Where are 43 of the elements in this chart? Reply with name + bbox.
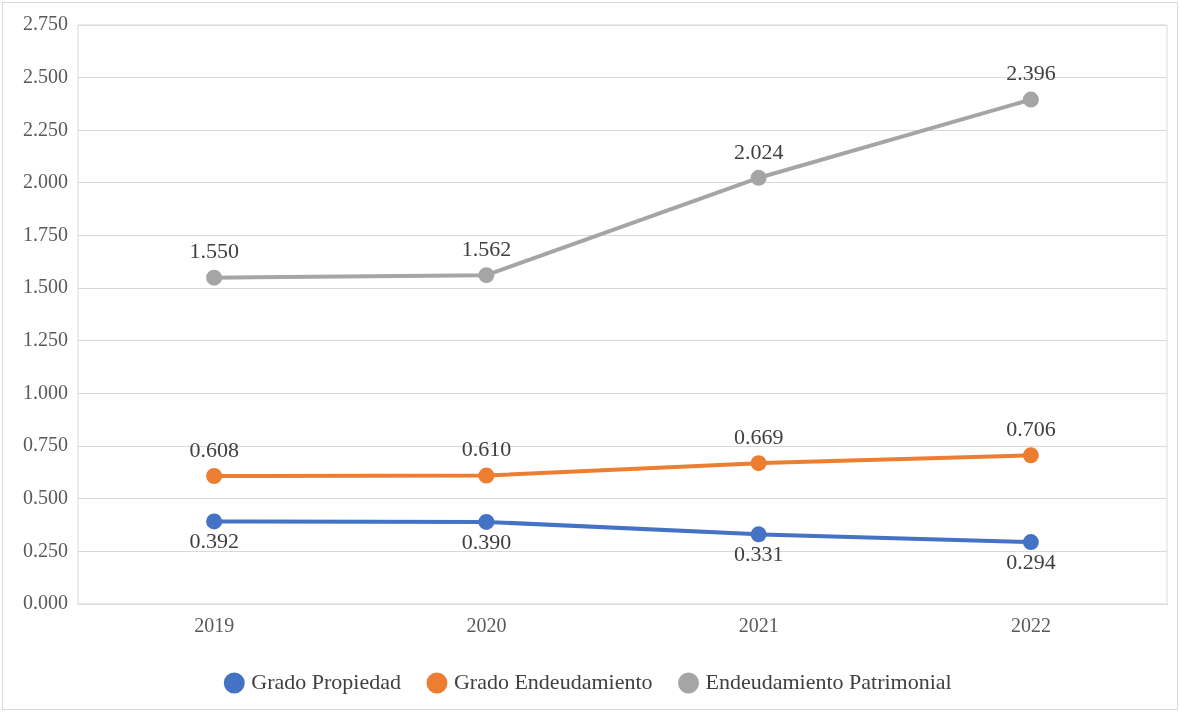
data-label: 1.550 — [189, 238, 239, 264]
data-label: 0.610 — [461, 436, 512, 462]
legend-label: Endeudamiento Patrimonial — [705, 668, 952, 694]
y-tick-label: 1.750 — [23, 222, 68, 245]
y-tick-label: 0.500 — [23, 485, 68, 508]
data-label: 0.294 — [1006, 548, 1056, 574]
point — [206, 269, 223, 286]
data-label: 2.024 — [733, 138, 784, 164]
point — [1022, 91, 1039, 108]
data-label: 0.608 — [189, 436, 239, 462]
x-tick-label: 2020 — [466, 614, 507, 637]
point — [750, 526, 767, 543]
y-tick-label: 1.250 — [23, 328, 68, 351]
point — [478, 513, 495, 530]
y-tick-label: 2.250 — [23, 117, 68, 140]
y-tick-label: 2.000 — [23, 170, 68, 193]
point — [750, 455, 767, 472]
y-tick-label: 2.500 — [23, 64, 68, 87]
data-label: 0.706 — [1006, 416, 1056, 442]
data-label: 2.396 — [1006, 60, 1056, 86]
point — [1022, 534, 1039, 551]
point — [750, 169, 767, 186]
y-tick-label: 0.000 — [23, 591, 68, 614]
data-label: 1.562 — [461, 235, 512, 261]
point — [206, 467, 223, 484]
data-label: 0.669 — [733, 423, 784, 449]
data-label: 0.390 — [461, 528, 512, 554]
y-tick-label: 1.000 — [23, 380, 68, 403]
point — [1022, 447, 1039, 464]
y-tick-label: 2.750 — [23, 12, 68, 35]
x-tick-label: 2021 — [738, 614, 779, 637]
point — [478, 267, 495, 284]
point — [206, 513, 223, 530]
legend-label: Grado Endeudamiento — [453, 668, 653, 694]
x-tick-label: 2019 — [194, 614, 235, 637]
x-tick-label: 2022 — [1010, 614, 1051, 637]
y-tick-label: 0.750 — [23, 433, 68, 456]
point — [478, 467, 495, 484]
legend-label: Grado Propiedad — [251, 668, 401, 694]
y-tick-label: 0.250 — [23, 538, 68, 561]
y-tick-label: 1.500 — [23, 275, 68, 298]
data-label: 0.331 — [733, 541, 784, 567]
data-label: 0.392 — [189, 528, 239, 554]
